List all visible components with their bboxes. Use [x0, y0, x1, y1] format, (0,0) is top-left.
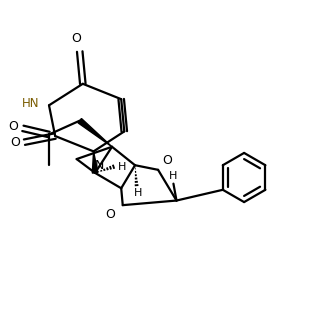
Text: HN: HN: [22, 97, 40, 110]
Text: O: O: [72, 32, 82, 46]
Text: O: O: [8, 120, 18, 133]
Text: O: O: [10, 136, 20, 149]
Text: O: O: [105, 208, 115, 221]
Polygon shape: [78, 119, 112, 147]
Text: O: O: [163, 154, 173, 167]
Text: H: H: [134, 188, 142, 198]
Text: H: H: [118, 162, 126, 172]
Text: N: N: [95, 159, 104, 172]
Text: H: H: [169, 171, 178, 181]
Polygon shape: [92, 151, 98, 173]
